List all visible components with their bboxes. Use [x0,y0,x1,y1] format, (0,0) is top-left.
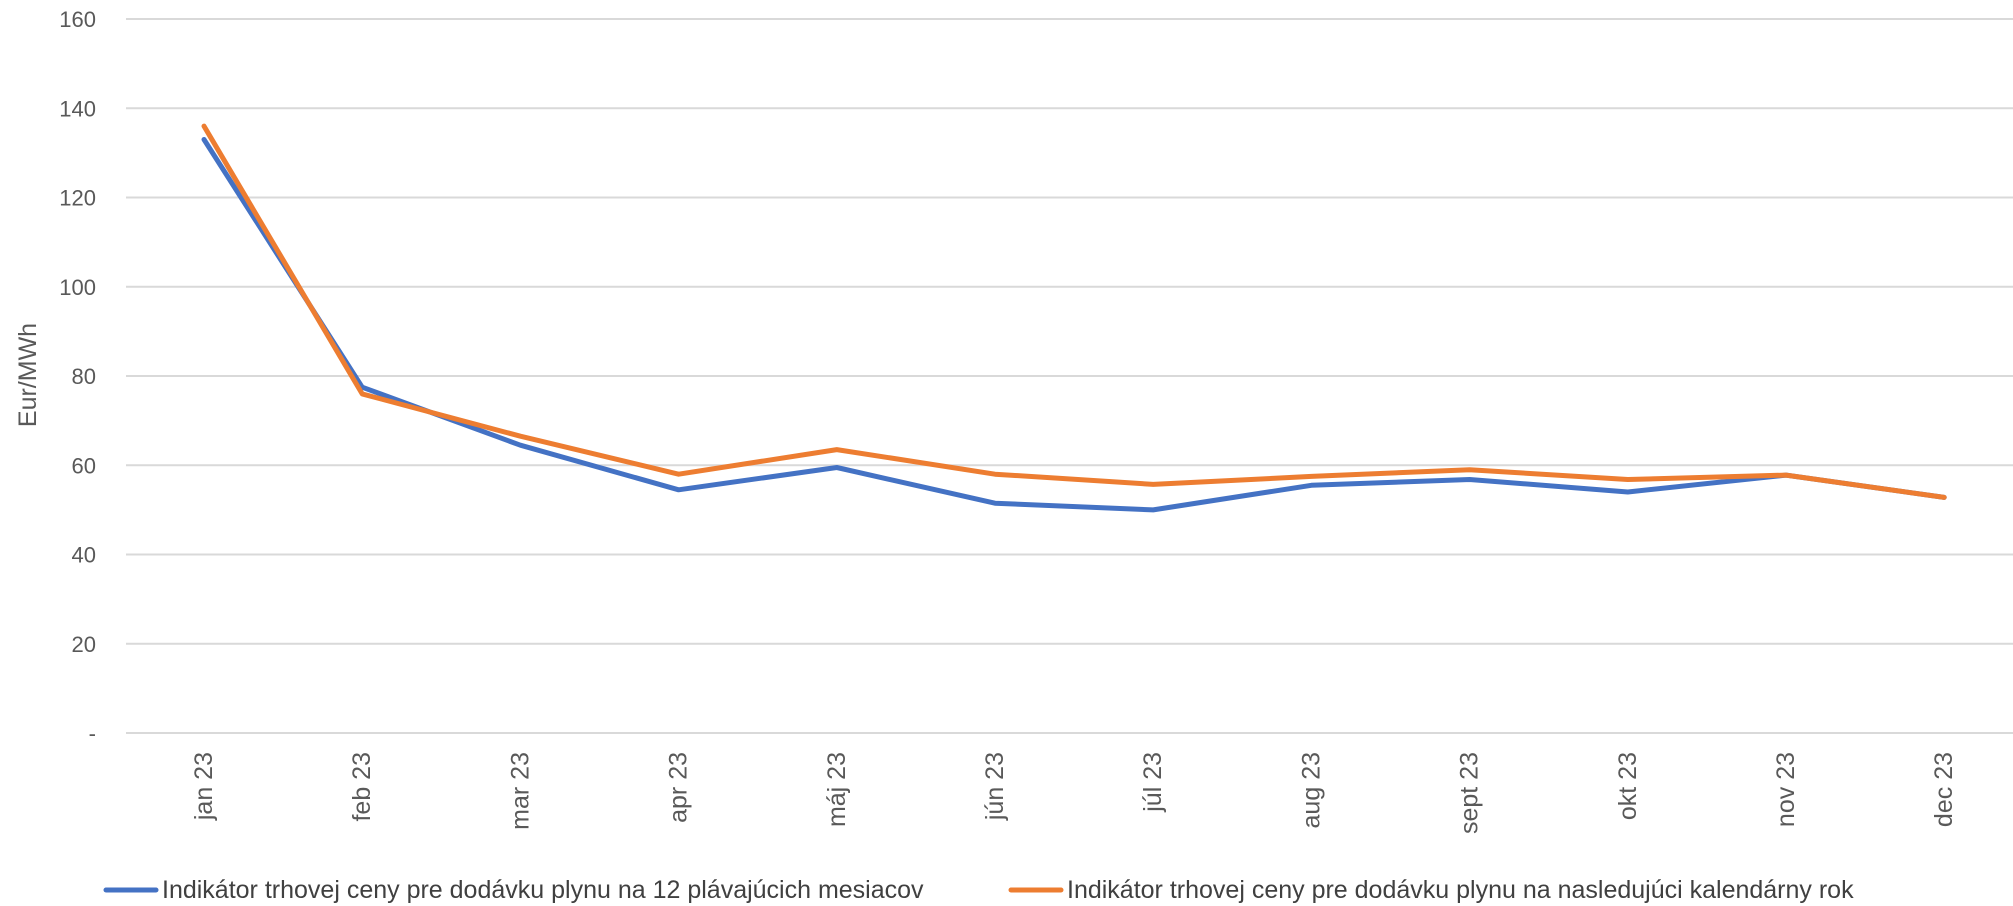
y-tick-label: 140 [59,96,96,121]
y-tick-label: 40 [72,543,96,568]
x-tick-label: sept 23 [1456,752,1484,834]
x-tick-label: okt 23 [1614,752,1642,820]
x-tick-label: jan 23 [190,752,218,821]
x-tick-label: jún 23 [981,752,1009,821]
x-axis-ticks: jan 23 feb 23 mar 23 apr 23 máj 23 jún 23 júl … [190,752,1958,834]
x-tick-label: feb 23 [348,752,376,822]
y-tick-label: 160 [59,7,96,32]
y-axis-title: Eur/MWh [14,323,42,427]
x-tick-label: apr 23 [665,752,693,823]
y-tick-label: 60 [72,453,96,478]
series-lines [201,123,1947,513]
x-tick-label: máj 23 [823,752,851,827]
x-tick-label: júl 23 [1139,752,1167,813]
legend-label-2: Indikátor trhovej ceny pre dodávku plynu… [1067,876,1854,904]
x-tick-label: mar 23 [506,752,534,830]
x-tick-label: nov 23 [1772,752,1800,827]
legend: Indikátor trhovej ceny pre dodávku plynu… [103,876,1854,904]
y-tick-label: - [89,721,96,746]
gridlines [126,18,2013,734]
series-line-2 [201,123,1947,500]
x-tick-label: aug 23 [1297,752,1325,828]
series-line-1 [201,137,1947,513]
y-tick-label: 120 [59,186,96,211]
y-axis-ticks: - 20 40 60 80 100 120 140 160 [59,7,96,746]
y-tick-label: 20 [72,632,96,657]
y-tick-label: 100 [59,275,96,300]
legend-label-1: Indikátor trhovej ceny pre dodávku plynu… [162,876,924,904]
y-tick-label: 80 [72,364,96,389]
x-tick-label: dec 23 [1930,752,1958,827]
